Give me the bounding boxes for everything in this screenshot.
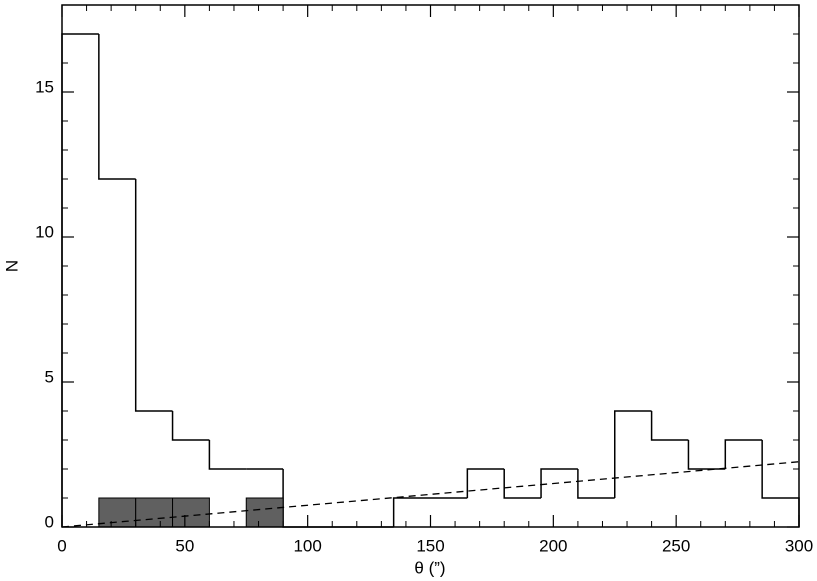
hist-step (540, 468, 578, 498)
hist-step (392, 497, 431, 527)
hist-step (577, 469, 615, 499)
y-tick-label: 5 (45, 367, 54, 386)
hist-step (466, 468, 505, 498)
hist-step (134, 179, 173, 412)
x-tick-label: 300 (785, 536, 813, 555)
hist-step (61, 33, 99, 527)
x-tick-label: 50 (175, 536, 194, 555)
hist-bar (245, 497, 284, 528)
hist-step (282, 469, 320, 528)
hist-step (761, 440, 800, 527)
x-tick-label: 200 (539, 536, 567, 555)
hist-step (650, 411, 689, 441)
y-axis-label: N (2, 260, 21, 272)
x-tick-label: 250 (662, 536, 690, 555)
hist-step (724, 439, 763, 469)
hist-step (98, 34, 136, 180)
hist-bar (135, 497, 174, 528)
hist-step (503, 469, 542, 499)
hist-step (614, 410, 652, 498)
y-tick-label: 0 (45, 512, 54, 531)
hist-step (687, 440, 726, 470)
x-tick-label: 100 (293, 536, 321, 555)
x-axis-label: θ (”) (414, 558, 445, 577)
hist-bar (172, 497, 210, 528)
hist-step (208, 440, 247, 470)
y-tick-label: 15 (35, 77, 54, 96)
x-tick-label: 150 (416, 536, 444, 555)
hist-step (171, 411, 210, 441)
x-tick-label: 0 (57, 536, 66, 555)
y-tick-label: 10 (35, 222, 54, 241)
